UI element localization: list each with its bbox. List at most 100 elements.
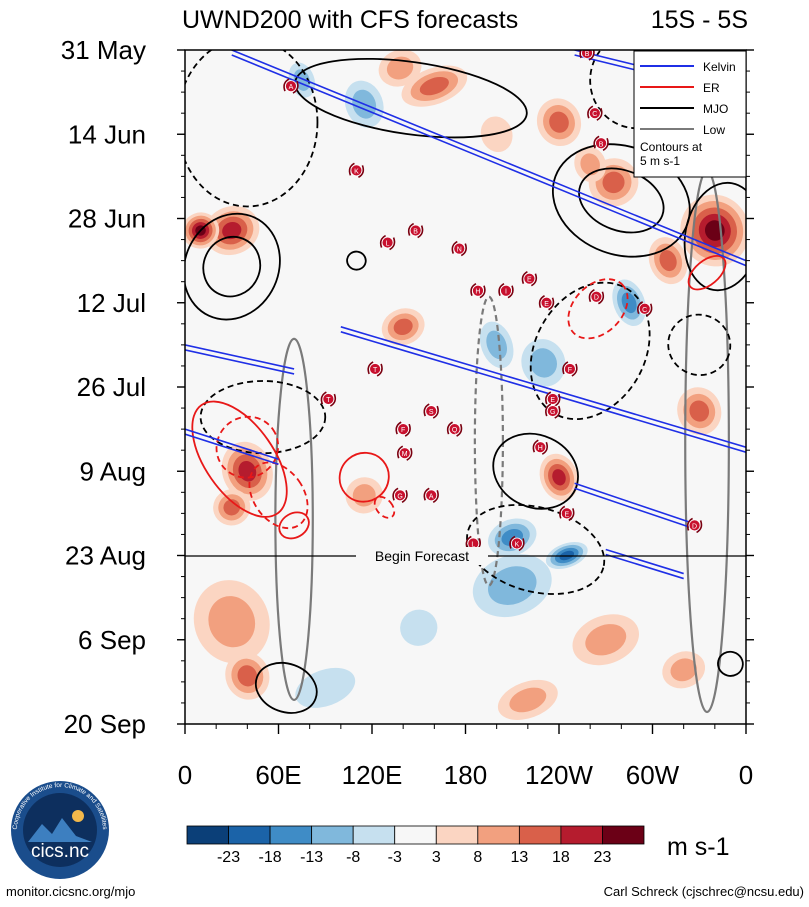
storm-arm (479, 285, 486, 299)
y-tick-label: 20 Sep (64, 709, 146, 739)
storm-icon (638, 302, 651, 315)
storm-label: H (475, 289, 480, 296)
colorbar-swatch (186, 825, 229, 845)
storm-marker: A (283, 78, 299, 94)
storm-arm (392, 487, 399, 501)
storm-arm (407, 222, 415, 236)
storm-label: K (515, 541, 520, 548)
storm-icon (425, 489, 438, 502)
kelvin-contour (185, 349, 295, 375)
storm-icon (534, 441, 547, 454)
kelvin-contours (185, 50, 746, 580)
mjo-contour (529, 281, 651, 421)
storm-arm (530, 273, 538, 287)
colorbar-swatch (518, 825, 562, 845)
anomaly-patch (602, 171, 625, 194)
storm-label: E (527, 277, 532, 284)
x-tick-label: 0 (739, 760, 753, 790)
colorbar-swatch (269, 825, 313, 845)
er-contour (373, 495, 396, 519)
legend-note-line2: 5 m s-1 (640, 154, 680, 168)
storm-arm (456, 423, 463, 437)
storm-label: H (538, 445, 543, 452)
colorbar-label: -13 (300, 849, 323, 866)
storm-icon (398, 447, 411, 460)
er-contours (191, 254, 727, 540)
anomaly-patch (295, 667, 356, 708)
low-contour (274, 337, 314, 702)
storm-label: A (289, 84, 294, 91)
storm-arm (401, 490, 408, 504)
storm-label: C (642, 307, 647, 314)
storm-icon (546, 393, 559, 405)
storm-arm (404, 423, 411, 437)
storm-icon (595, 137, 607, 150)
mjo-contour (492, 432, 579, 510)
storm-icon (425, 405, 438, 417)
anomaly-patch (208, 596, 256, 648)
storm-arm (376, 363, 383, 377)
kelvin-contour (574, 482, 700, 527)
colorbar-label: -18 (259, 849, 282, 866)
kelvin-contour (231, 50, 746, 262)
er-contour (338, 451, 390, 503)
mjo-contour (199, 380, 327, 455)
x-tick-label: 60W (626, 760, 680, 790)
storm-arm (571, 363, 578, 377)
colorbar-swatch (435, 825, 479, 845)
anomaly-field (185, 50, 746, 720)
storm-arm (602, 137, 609, 151)
legend-items: Kelvin ER MJO Low (640, 60, 736, 137)
x-tick-label: 0 (178, 760, 192, 790)
storm-arm (538, 295, 545, 309)
anomaly-patch (529, 348, 558, 378)
legend-box (633, 50, 747, 178)
storm-icon (285, 80, 297, 93)
storm-icon (523, 272, 536, 285)
storm-marker: L (379, 234, 396, 251)
colorbar-swatch (228, 825, 271, 845)
storm-marker: H (470, 283, 486, 299)
anomaly-patch (580, 153, 600, 176)
storm-label: Q (452, 427, 458, 434)
storm-label: T (326, 397, 331, 404)
er-contour (567, 278, 629, 340)
er-contour (191, 400, 288, 518)
y-tick-label: 31 May (61, 35, 146, 65)
storm-icon (546, 405, 559, 417)
storm-label: B (599, 141, 604, 148)
storm-arm (283, 78, 290, 92)
storm-icon (397, 423, 410, 436)
y-tick-label: 6 Sep (78, 625, 146, 655)
storm-icon (588, 107, 601, 120)
anomaly-patch (400, 609, 438, 646)
mjo-contour (185, 212, 281, 321)
storm-marker: E (521, 270, 538, 287)
kelvin-contour (574, 487, 700, 532)
storm-arm (498, 283, 505, 296)
storm-icon (453, 242, 466, 255)
storm-marker: C (587, 105, 603, 121)
legend-label: MJO (703, 102, 728, 116)
storm-marker: B (407, 222, 424, 239)
storm-arm (588, 289, 595, 303)
storm-marker: A (423, 487, 439, 504)
storm-arm (554, 405, 561, 419)
colorbar-swatch (560, 825, 603, 845)
storm-marker: E (538, 295, 555, 311)
storm-arm (379, 234, 387, 248)
er-contour (248, 461, 309, 530)
storm-arm (397, 445, 404, 459)
storm-marker: F (562, 361, 578, 377)
y-tick-label: 23 Aug (65, 541, 146, 571)
storm-icon (581, 50, 593, 59)
y-tick-label: 28 Jun (68, 204, 146, 234)
er-contour (687, 254, 727, 291)
storm-icon (688, 519, 701, 532)
storm-label: B (585, 51, 590, 58)
storm-marker: I (498, 283, 514, 299)
storm-icon (560, 507, 573, 520)
storm-arm (507, 285, 514, 299)
storm-label: D (692, 523, 697, 530)
anomaly-patch (552, 469, 566, 486)
